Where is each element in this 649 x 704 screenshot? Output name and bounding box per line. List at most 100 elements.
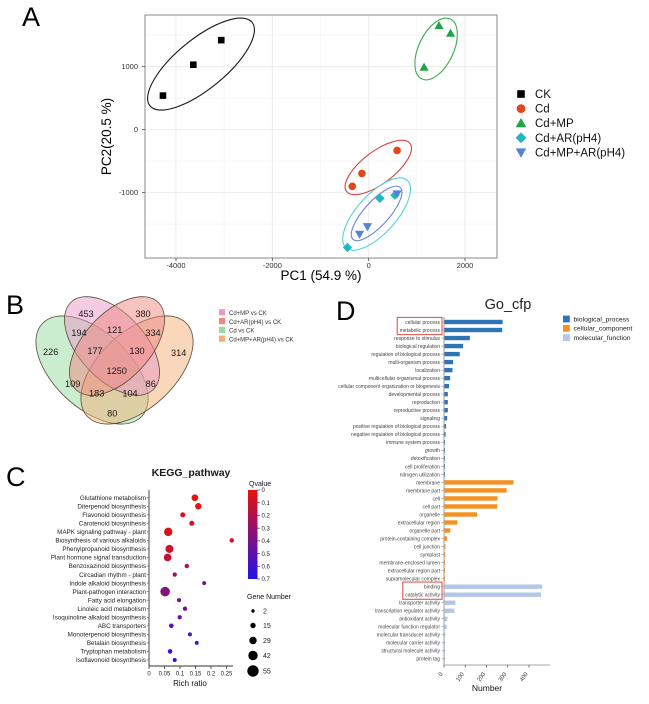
pathway-label: Phenylpropanoid biosynthesis xyxy=(62,546,146,553)
go-bar xyxy=(444,351,460,357)
go-category-label: binding xyxy=(424,585,440,591)
venn-diagram-panel: 453 380 194 121 334 226 177 130 314 1250 109 86 183 1… xyxy=(35,296,294,425)
go-bar xyxy=(444,536,448,541)
pca-point-Cd+AR(pH4) xyxy=(375,193,385,204)
go-bar xyxy=(444,408,448,413)
go-category-label: molecular transducer activity xyxy=(377,633,441,639)
pathway-label: Flavonoid biosynthesis xyxy=(82,512,146,519)
go-category-label: localization xyxy=(415,368,440,374)
pathway-label: Monoterpenoid biosynthesis xyxy=(68,632,146,639)
go-category-label: reproduction xyxy=(412,400,440,406)
kegg-bubble xyxy=(191,494,199,502)
colorbar-tick-label: 0.7 xyxy=(262,577,271,583)
venn-region-count: 1250 xyxy=(106,366,126,376)
go-category-label: protein tag xyxy=(416,657,440,663)
go-bar xyxy=(444,319,503,325)
go-bar xyxy=(444,528,451,533)
go-category-label: cell junction xyxy=(414,544,440,550)
kegg-bubble xyxy=(164,527,173,537)
go-bar xyxy=(444,480,514,485)
y-tick-label: 1000 xyxy=(121,62,138,71)
go-category-label: extracellular region part xyxy=(388,569,441,575)
go-category-label: metabolic process xyxy=(400,328,441,334)
go-category-label: transporter activity xyxy=(399,601,440,607)
plot-background xyxy=(145,15,497,258)
legend-label: Cd+MP xyxy=(535,118,574,130)
go-category-label: cellular component organization or bioge… xyxy=(338,384,440,390)
go-bar xyxy=(444,359,454,365)
venn-region-count: 104 xyxy=(122,389,137,399)
venn-region-count: 314 xyxy=(171,348,186,358)
venn-region-count: 380 xyxy=(135,309,150,319)
y-tick-label: -1000 xyxy=(119,188,138,197)
go-category-label: organelle part xyxy=(409,528,440,534)
go-category-label: reproductive process xyxy=(394,408,441,414)
gene-number-label: 42 xyxy=(263,653,271,660)
go-bar-panel: Go_cfp cellular process metabolic process r… xyxy=(338,297,633,693)
go-category-label: extracellular region xyxy=(398,520,440,526)
go-bar xyxy=(444,327,503,333)
cluster-ellipse-Cd xyxy=(344,139,412,196)
go-bar xyxy=(444,504,498,509)
go-bar xyxy=(444,512,478,517)
pca-point-CK xyxy=(190,61,197,69)
go-category-label: regulation of biological process xyxy=(371,352,440,358)
gene-number-legend: Gene Number 2 15 29 42 55 xyxy=(247,594,292,677)
panel-c-label: C xyxy=(6,462,26,492)
legend-label: Cd+MP+AR(pH4) vs CK xyxy=(229,337,294,343)
pathway-label: MAPK signaling pathway - plant xyxy=(57,529,146,536)
kegg-title: KEGG_pathway xyxy=(152,467,231,479)
go-bar xyxy=(444,375,451,381)
kegg-bubble xyxy=(202,581,207,586)
pathway-label: Fatty acid elongation xyxy=(88,597,147,604)
go-bar xyxy=(444,367,453,373)
venn-region-count: 109 xyxy=(65,379,80,389)
y-axis-title: PC2(20.5 %) xyxy=(99,98,114,175)
pca-point-CK xyxy=(217,36,225,44)
panel-d-label: D xyxy=(336,296,356,326)
pathway-label: Plant hormone signal transduction xyxy=(51,555,147,562)
kegg-bubble xyxy=(160,586,170,597)
highlight-box xyxy=(402,581,443,600)
pca-point-Cd xyxy=(393,146,401,155)
legend-label: Cd+MP+AR(pH4) xyxy=(535,147,625,159)
pca-point-Cd+MP+AR(pH4) xyxy=(354,230,365,239)
go-bar xyxy=(444,496,498,501)
legend-swatch xyxy=(219,318,226,325)
pca-point-Cd+AR(pH4) xyxy=(342,242,353,253)
legend-label: Cd xyxy=(535,104,550,116)
kegg-bubble xyxy=(177,615,182,620)
legend-label: cellular_component xyxy=(574,326,633,333)
go-bar xyxy=(444,568,445,573)
venn-area: 453 380 194 121 334 226 177 130 314 1250 109 86 183 1… xyxy=(35,296,194,425)
x-tick-label: 0.25 xyxy=(221,672,233,678)
x-tick-label: 0 xyxy=(147,672,151,678)
go-category-label: protein-containing complex xyxy=(380,536,440,542)
kegg-bubble xyxy=(194,640,199,645)
venn-ellipse xyxy=(69,296,165,396)
gene-number-dot xyxy=(248,650,258,661)
pathway-label: ABC transporters xyxy=(98,623,146,630)
qvalue-colorbar xyxy=(248,490,258,579)
go-category-label: detoxification xyxy=(411,456,440,462)
go-plot-area: Go_cfp cellular process metabolic process r… xyxy=(338,297,550,693)
go-category-label: membrane-enclosed lumen xyxy=(379,561,440,567)
x-tick-label: 400 xyxy=(519,672,529,683)
cluster-ellipse-Cd+MP+AR(pH4) xyxy=(350,185,403,242)
pathway-label: Linoleic acid metabolism xyxy=(77,606,146,613)
go-category-label: transcription regulator activity xyxy=(375,609,441,615)
highlight-box xyxy=(396,316,443,336)
legend-swatch xyxy=(563,324,570,332)
go-legend: biological_process cellular_componentmole… xyxy=(563,315,633,342)
kegg-bubble xyxy=(180,512,186,518)
go-category-label: molecular carrier activity xyxy=(386,641,440,647)
panel-a-label: A xyxy=(22,2,41,32)
legend-marker-Cd+MP xyxy=(515,117,527,128)
go-category-label: immune system process xyxy=(386,440,440,446)
go-category-label: catalytic activity xyxy=(405,593,440,599)
legend-label: Cd+MP vs CK xyxy=(229,311,267,317)
legend-label: Cd+AR(pH4) xyxy=(535,133,601,145)
go-category-label: organelle xyxy=(419,512,440,518)
pca-point-Cd+MP xyxy=(419,62,429,71)
